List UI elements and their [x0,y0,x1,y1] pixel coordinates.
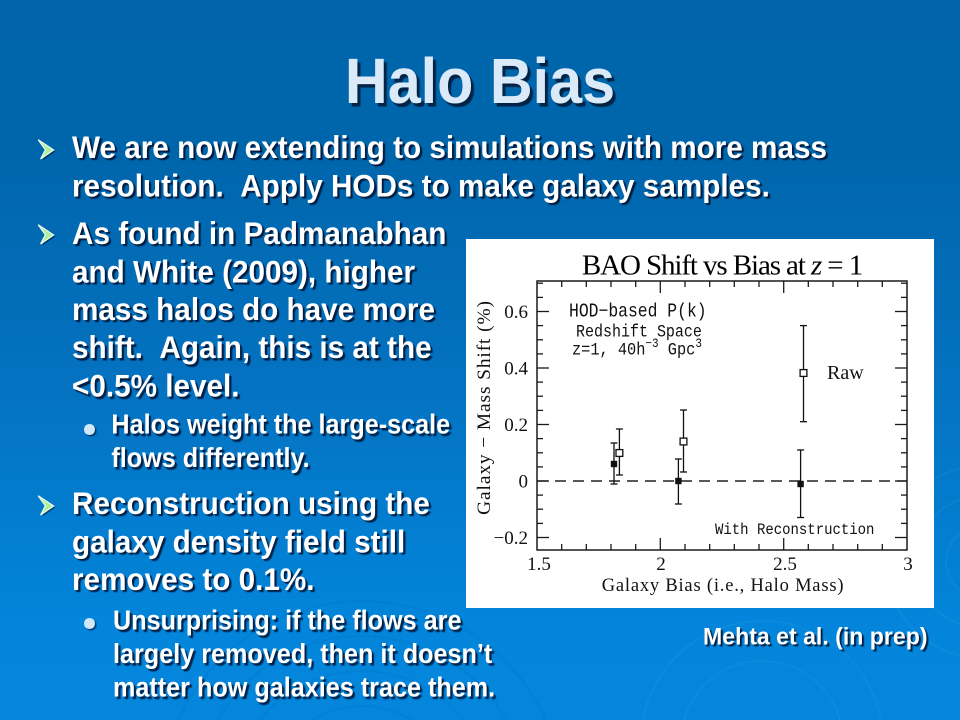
svg-text:3: 3 [903,554,913,575]
svg-text:Redshift Space: Redshift Space [576,321,702,341]
svg-text:With Reconstruction: With Reconstruction [715,522,874,539]
svg-text:0.6: 0.6 [504,302,528,323]
svg-text:0.2: 0.2 [504,415,528,436]
svg-text:Raw: Raw [827,362,864,384]
svg-text:−0.2: −0.2 [494,528,528,549]
svg-text:Galaxy − Mass Shift (%): Galaxy − Mass Shift (%) [474,300,495,515]
svg-text:z=1, 40h−3 Gpc3: z=1, 40h−3 Gpc3 [572,336,702,360]
svg-text:Galaxy Bias (i.e., Halo Mass): Galaxy Bias (i.e., Halo Mass) [602,576,845,596]
svg-text:2.5: 2.5 [773,554,797,575]
svg-text:BAO Shift vs Bias at z = 1: BAO Shift vs Bias at z = 1 [582,250,862,282]
svg-text:2: 2 [656,554,666,575]
svg-text:0.4: 0.4 [504,359,528,380]
svg-text:1.5: 1.5 [527,554,551,575]
svg-text:HOD−based P(k): HOD−based P(k) [569,301,707,323]
svg-text:0: 0 [519,472,529,493]
